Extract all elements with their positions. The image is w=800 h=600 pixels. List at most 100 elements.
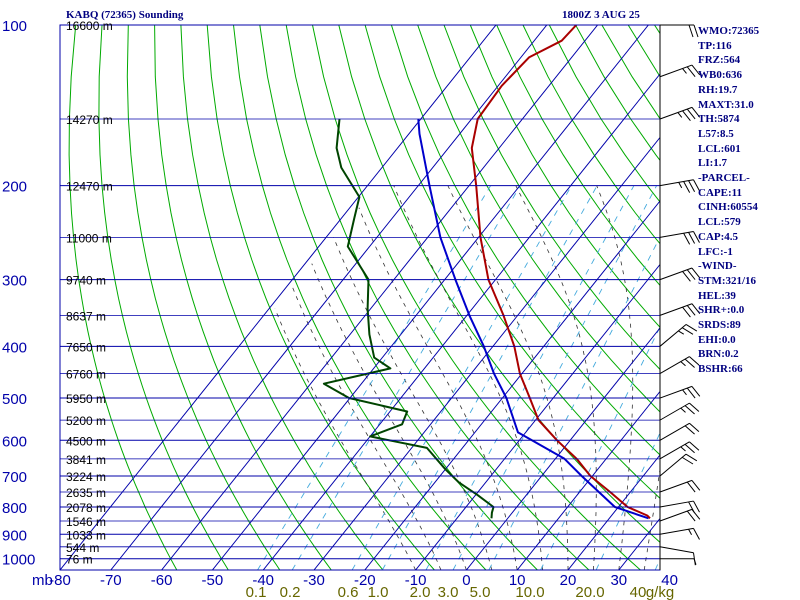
wind-barb-flag	[693, 231, 700, 243]
dry-adiabat	[285, 25, 590, 570]
dry-adiabat	[98, 25, 229, 570]
wind-barb-staff	[659, 500, 694, 508]
mixing-ratio-label: 0.1	[246, 584, 267, 600]
wind-barb-staff	[659, 402, 690, 421]
isotherm	[161, 25, 598, 570]
wind-barb-flag	[693, 179, 700, 192]
mixing-ratio-label: 10.0	[515, 584, 544, 600]
wind-barb-flag	[693, 528, 700, 540]
height-tick-label: 11000 m	[66, 231, 112, 245]
isotherm	[516, 390, 660, 570]
moist-adiabat	[643, 467, 660, 570]
dry-adiabat	[390, 25, 660, 456]
dewpoint-trace	[322, 118, 495, 519]
wind-barb-flag	[682, 110, 691, 121]
wind-barb-flag	[688, 232, 696, 244]
mixing-ratio-line	[488, 236, 660, 570]
height-tick-label: 9740 m	[66, 274, 106, 288]
mixing-ratio-label: 3.0	[438, 584, 459, 600]
info-line: WB0:636	[698, 69, 742, 82]
dry-adiabat	[364, 25, 660, 499]
wind-barb-flag	[684, 358, 695, 368]
info-line: TP:116	[698, 39, 732, 52]
moist-adiabat	[358, 207, 518, 570]
wind-barb-half-flag	[680, 446, 686, 452]
wind-barb-half-flag	[688, 528, 693, 536]
dry-adiabat	[338, 25, 660, 543]
wind-barb-staff	[659, 479, 693, 493]
isotherm	[212, 25, 649, 570]
height-tick-label: 76 m	[66, 553, 93, 567]
wind-barb-staff	[659, 64, 693, 78]
wind-barb-staff	[659, 453, 687, 477]
temperature-tick-label: 30	[610, 572, 627, 589]
mixing-ratio-label: g/kg	[646, 584, 674, 600]
dry-adiabat	[469, 25, 660, 329]
wind-barb-flag	[692, 552, 696, 566]
dry-adiabat	[312, 25, 641, 570]
pressure-tick-label: 400	[2, 339, 27, 356]
wind-barb-staff	[659, 106, 693, 120]
isotherm	[60, 25, 497, 570]
wind-barb-half-flag	[682, 68, 687, 74]
mixing-ratio-line	[291, 185, 521, 570]
moist-adiabat	[596, 185, 634, 570]
pressure-tick-label: 1000	[2, 552, 35, 569]
mixing-ratio-label: 2.0	[410, 584, 431, 600]
mixing-ratio-label: 20.0	[575, 584, 604, 600]
info-line: MAXT:31.0	[698, 98, 754, 111]
wind-barb-flag	[691, 480, 701, 491]
wind-barb-flag	[684, 425, 695, 435]
temperature-tick-label: 0	[462, 572, 470, 589]
height-tick-label: 3841 m	[66, 453, 106, 467]
height-tick-label: 5950 m	[66, 392, 106, 406]
mixing-ratio-line	[351, 185, 572, 570]
wind-barb-half-flag	[682, 389, 687, 396]
plot-area	[60, 25, 660, 570]
wind-barb-staff	[659, 267, 693, 281]
moist-adiabat	[292, 287, 442, 570]
wind-barb-flag	[693, 500, 700, 513]
wind-barb-half-flag	[680, 407, 686, 413]
wind-barb-flag	[686, 305, 696, 316]
pressure-tick-label: 200	[2, 179, 27, 196]
station-title: KABQ (72365) Sounding	[66, 9, 184, 21]
isotherm	[466, 327, 660, 570]
info-line: EHI:0.0	[698, 333, 736, 346]
isotherm	[567, 454, 660, 570]
wind-barb-staff	[659, 230, 694, 238]
wind-barb-flag	[691, 303, 701, 314]
parcel-trace	[417, 118, 649, 520]
pressure-tick-label: 600	[2, 433, 27, 450]
info-line: LCL:579	[698, 216, 741, 229]
dry-adiabat	[548, 25, 660, 203]
info-line: WMO:72365	[698, 25, 760, 37]
plot-frame	[59, 24, 661, 571]
wind-barb-flag	[689, 422, 700, 433]
wind-barb-staff	[659, 356, 690, 375]
dry-adiabat	[126, 25, 281, 570]
moist-adiabat	[515, 185, 597, 570]
info-line: SHR+:0.0	[698, 304, 745, 317]
pressure-tick-label: 500	[2, 391, 27, 408]
wind-barb-flag	[689, 356, 700, 366]
mixing-ratio-line	[425, 185, 635, 570]
wind-barb-flag	[691, 267, 701, 279]
wind-barb-staff	[659, 527, 694, 535]
info-line: CINH:60554	[698, 201, 758, 214]
dry-adiabat	[206, 25, 435, 570]
temperature-tick-label: -80	[49, 572, 71, 589]
wind-barb-flag	[686, 269, 696, 280]
wind-barb-flag	[686, 510, 696, 522]
info-line: SRDS:89	[698, 319, 741, 332]
wind-barb-half-flag	[680, 361, 686, 367]
info-line: LFC:-1	[698, 245, 733, 258]
pressure-tick-label: 800	[2, 500, 27, 517]
height-tick-label: 8637 m	[66, 309, 106, 323]
temperature-tick-label: -30	[303, 572, 325, 589]
mixing-ratio-label: 5.0	[470, 584, 491, 600]
wind-barb-half-flag	[678, 182, 683, 189]
height-tick-label: 1033 m	[66, 528, 106, 542]
wind-barb-flag	[682, 306, 691, 318]
wind-barb-flag	[689, 402, 700, 412]
